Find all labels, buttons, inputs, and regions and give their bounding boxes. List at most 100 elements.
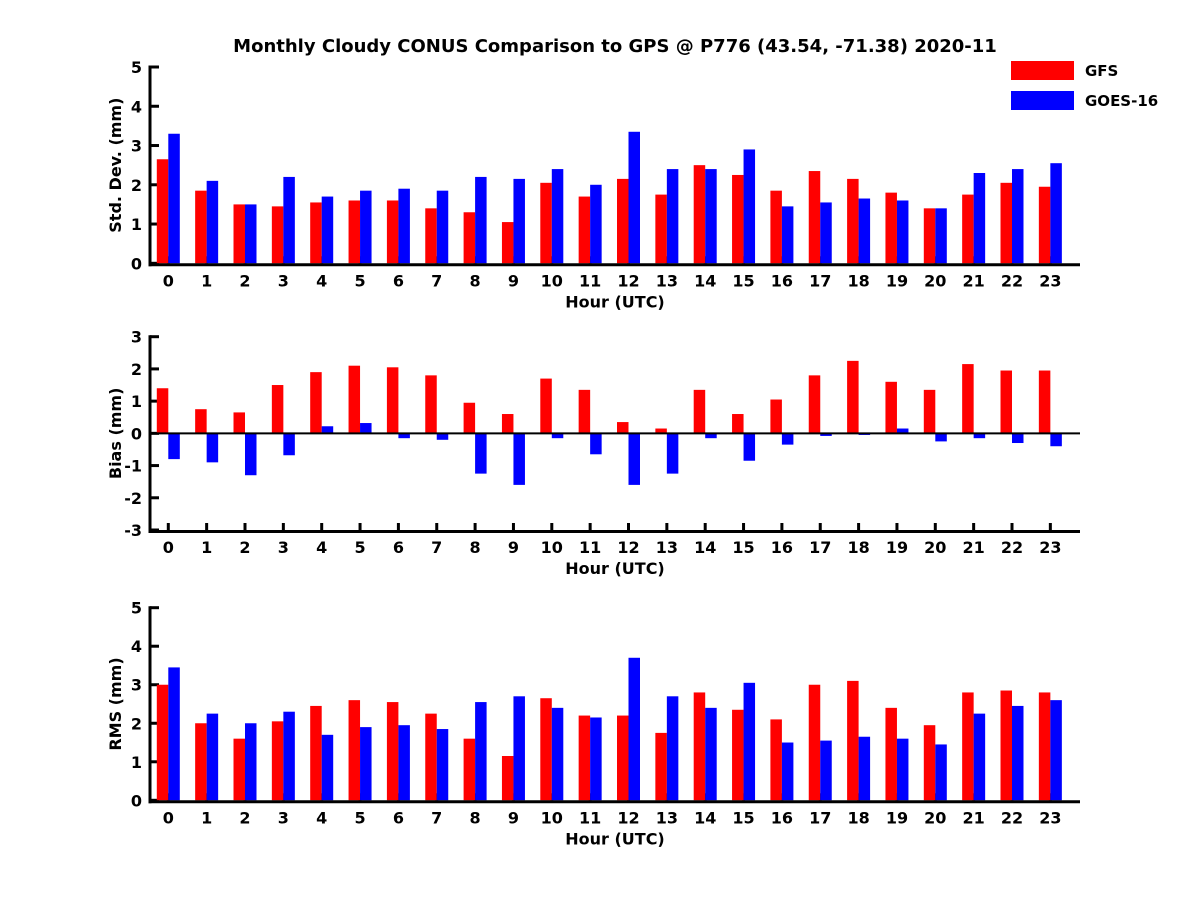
bar-bias-goes16-hour-12 xyxy=(628,433,640,485)
x-tick-label-stddev: 9 xyxy=(508,271,519,290)
legend-label-goes16: GOES-16 xyxy=(1085,91,1159,110)
bar-rms-goes16-hour-21 xyxy=(973,713,986,801)
bar-bias-gfs-hour-17 xyxy=(808,375,821,434)
bar-rms-gfs-hour-8 xyxy=(463,738,476,801)
bar-rms-goes16-hour-8 xyxy=(475,702,487,801)
bar-rms-goes16-hour-17 xyxy=(820,740,832,801)
bar-rms-gfs-hour-22 xyxy=(1000,690,1012,801)
bar-bias-goes16-hour-16 xyxy=(781,433,794,445)
bar-stddev-gfs-hour-13 xyxy=(655,194,667,264)
x-tick-label-bias: 4 xyxy=(316,538,327,557)
bar-stddev-gfs-hour-18 xyxy=(847,178,859,264)
x-tick-label-bias: 17 xyxy=(809,538,831,557)
bar-stddev-goes16-hour-15 xyxy=(743,149,756,264)
bar-bias-goes16-hour-3 xyxy=(283,433,295,456)
bar-rms-gfs-hour-14 xyxy=(693,692,706,801)
x-tick-label-bias: 8 xyxy=(470,538,481,557)
x-tick-label-stddev: 22 xyxy=(1001,271,1023,290)
x-tick-label-stddev: 8 xyxy=(470,271,481,290)
y-tick-label-bias: 1 xyxy=(131,392,142,411)
x-tick-label-stddev: 23 xyxy=(1039,271,1061,290)
bar-rms-goes16-hour-22 xyxy=(1012,705,1024,801)
bar-rms-goes16-hour-0 xyxy=(168,667,180,801)
x-tick-label-bias: 7 xyxy=(431,538,442,557)
y-tick-label-rms: 4 xyxy=(131,637,142,656)
bar-rms-gfs-hour-16 xyxy=(770,719,782,801)
bar-stddev-goes16-hour-9 xyxy=(513,178,525,264)
bar-stddev-goes16-hour-14 xyxy=(705,169,717,264)
x-tick-label-stddev: 13 xyxy=(656,271,678,290)
x-tick-label-rms: 23 xyxy=(1039,808,1061,827)
x-tick-label-stddev: 7 xyxy=(431,271,442,290)
y-tick-label-bias: 3 xyxy=(131,328,142,347)
bar-bias-gfs-hour-12 xyxy=(617,422,629,434)
bar-stddev-gfs-hour-15 xyxy=(732,174,744,264)
xlabel-rms: Hour (UTC) xyxy=(565,829,665,848)
bar-stddev-gfs-hour-7 xyxy=(425,208,437,264)
bar-stddev-goes16-hour-23 xyxy=(1050,163,1062,264)
bar-bias-goes16-hour-20 xyxy=(935,433,947,442)
bar-bias-gfs-hour-18 xyxy=(847,360,859,434)
x-tick-label-bias: 6 xyxy=(393,538,404,557)
bar-stddev-gfs-hour-21 xyxy=(962,194,974,264)
bar-bias-goes16-hour-21 xyxy=(973,433,986,439)
x-tick-label-stddev: 10 xyxy=(541,271,563,290)
x-tick-label-rms: 7 xyxy=(431,808,442,827)
x-tick-label-rms: 2 xyxy=(239,808,250,827)
bar-stddev-goes16-hour-12 xyxy=(628,131,640,264)
x-tick-label-rms: 8 xyxy=(470,808,481,827)
x-tick-label-bias: 23 xyxy=(1039,538,1061,557)
x-tick-label-stddev: 12 xyxy=(617,271,639,290)
bar-bias-gfs-hour-14 xyxy=(693,389,706,434)
y-tick-label-bias: -1 xyxy=(124,457,142,476)
x-tick-label-bias: 2 xyxy=(239,538,250,557)
bar-bias-goes16-hour-4 xyxy=(321,426,334,434)
legend-swatch-gfs xyxy=(1011,61,1074,80)
bar-bias-goes16-hour-14 xyxy=(705,433,717,439)
bar-bias-gfs-hour-9 xyxy=(501,414,514,434)
ylabel-stddev: Std. Dev. (mm) xyxy=(106,98,125,233)
x-tick-label-rms: 1 xyxy=(201,808,212,827)
bar-bias-goes16-hour-15 xyxy=(743,433,756,461)
bar-bias-goes16-hour-23 xyxy=(1050,433,1062,447)
x-tick-label-bias: 15 xyxy=(732,538,754,557)
bar-stddev-gfs-hour-4 xyxy=(310,202,322,264)
bar-stddev-goes16-hour-2 xyxy=(245,204,257,264)
bar-stddev-goes16-hour-1 xyxy=(206,180,219,264)
bar-rms-gfs-hour-4 xyxy=(310,705,322,801)
bar-rms-goes16-hour-9 xyxy=(513,696,525,801)
y-tick-label-rms: 1 xyxy=(131,753,142,772)
x-tick-label-stddev: 21 xyxy=(963,271,985,290)
bar-rms-goes16-hour-11 xyxy=(590,717,602,801)
x-tick-label-bias: 20 xyxy=(924,538,946,557)
bar-bias-gfs-hour-8 xyxy=(463,402,476,434)
bar-rms-gfs-hour-19 xyxy=(885,707,897,801)
bar-stddev-gfs-hour-23 xyxy=(1038,186,1051,264)
y-tick-label-stddev: 2 xyxy=(131,176,142,195)
x-tick-label-bias: 11 xyxy=(579,538,601,557)
bar-rms-gfs-hour-11 xyxy=(578,715,591,801)
bar-stddev-goes16-hour-5 xyxy=(360,190,372,264)
bar-rms-goes16-hour-5 xyxy=(360,727,372,801)
bar-stddev-gfs-hour-0 xyxy=(156,159,169,264)
bar-stddev-gfs-hour-5 xyxy=(348,200,361,264)
x-tick-label-bias: 19 xyxy=(886,538,908,557)
x-tick-label-rms: 9 xyxy=(508,808,519,827)
bar-bias-gfs-hour-7 xyxy=(425,375,437,434)
bar-stddev-gfs-hour-22 xyxy=(1000,182,1012,264)
bar-rms-goes16-hour-15 xyxy=(743,682,756,801)
x-tick-label-stddev: 16 xyxy=(771,271,793,290)
bar-bias-gfs-hour-6 xyxy=(386,367,399,434)
bar-bias-gfs-hour-13 xyxy=(655,428,667,434)
x-tick-label-bias: 5 xyxy=(354,538,365,557)
bar-stddev-gfs-hour-11 xyxy=(578,196,591,264)
bar-bias-goes16-hour-5 xyxy=(360,423,372,434)
x-tick-label-rms: 12 xyxy=(617,808,639,827)
bar-bias-gfs-hour-19 xyxy=(885,381,897,434)
x-tick-label-rms: 17 xyxy=(809,808,831,827)
bar-stddev-goes16-hour-13 xyxy=(666,169,679,264)
bar-rms-goes16-hour-4 xyxy=(321,734,334,801)
bar-rms-gfs-hour-7 xyxy=(425,713,437,801)
x-tick-label-rms: 18 xyxy=(847,808,869,827)
